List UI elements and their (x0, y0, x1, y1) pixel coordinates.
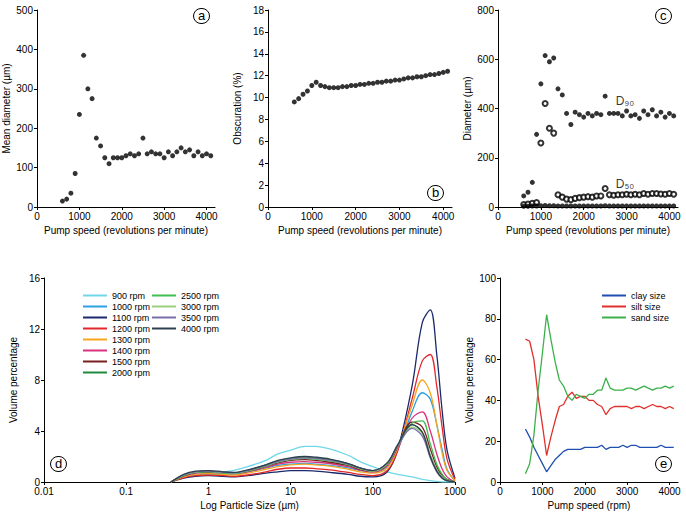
svg-text:Obscuration (%): Obscuration (%) (232, 72, 243, 144)
svg-text:3000: 3000 (616, 486, 639, 497)
svg-text:a: a (198, 8, 206, 23)
svg-text:silt size: silt size (631, 302, 661, 312)
svg-text:4000: 4000 (658, 486, 681, 497)
svg-text:1100 rpm: 1100 rpm (112, 313, 149, 323)
svg-text:2000: 2000 (573, 211, 596, 222)
svg-text:D₉₀: D₉₀ (616, 94, 634, 108)
svg-text:3000: 3000 (153, 211, 176, 222)
svg-text:500: 500 (16, 5, 33, 16)
svg-text:0: 0 (265, 211, 271, 222)
svg-text:1000: 1000 (531, 486, 554, 497)
svg-text:12: 12 (29, 324, 41, 335)
svg-text:Diameter (µm): Diameter (µm) (462, 76, 473, 140)
svg-text:Pump speed (revolutions per mi: Pump speed (revolutions per minute) (278, 225, 442, 236)
svg-text:0: 0 (495, 211, 501, 222)
svg-text:2500 rpm: 2500 rpm (181, 291, 219, 301)
svg-text:100: 100 (364, 486, 381, 497)
svg-text:3000: 3000 (388, 211, 411, 222)
svg-text:12: 12 (253, 70, 265, 81)
svg-text:100: 100 (16, 162, 33, 173)
svg-text:60: 60 (485, 354, 497, 365)
svg-text:Pump speed (revolutions per mi: Pump speed (revolutions per minute) (506, 225, 670, 236)
svg-text:600: 600 (477, 54, 494, 65)
svg-text:1200 rpm: 1200 rpm (112, 324, 150, 334)
svg-text:2000: 2000 (344, 211, 367, 222)
svg-text:80: 80 (485, 313, 497, 324)
svg-text:14: 14 (253, 48, 265, 59)
svg-text:8: 8 (34, 375, 40, 386)
svg-text:1400 rpm: 1400 rpm (112, 346, 150, 356)
svg-text:100: 100 (479, 273, 496, 284)
svg-text:Pump speed (rpm): Pump speed (rpm) (548, 500, 631, 511)
svg-text:0: 0 (488, 202, 494, 213)
svg-text:Pump speed (revolutions per mi: Pump speed (revolutions per minute) (44, 225, 208, 236)
svg-text:0: 0 (258, 202, 264, 213)
svg-text:sand size: sand size (631, 313, 669, 323)
svg-text:1000: 1000 (530, 211, 553, 222)
svg-text:d: d (55, 456, 62, 471)
svg-text:c: c (660, 8, 667, 23)
svg-text:6: 6 (258, 136, 264, 147)
svg-text:16: 16 (253, 26, 265, 37)
svg-text:18: 18 (253, 5, 265, 16)
svg-text:1000: 1000 (301, 211, 324, 222)
svg-text:1: 1 (206, 486, 212, 497)
svg-text:3000: 3000 (615, 211, 638, 222)
svg-text:2: 2 (258, 180, 264, 191)
svg-text:0: 0 (490, 477, 496, 488)
svg-text:200: 200 (16, 123, 33, 134)
svg-text:4000: 4000 (432, 211, 455, 222)
svg-text:D₅₀: D₅₀ (616, 177, 635, 191)
svg-text:Log Particle Size (µm): Log Particle Size (µm) (200, 500, 299, 511)
svg-text:400: 400 (477, 103, 494, 114)
svg-text:Volume percentage: Volume percentage (8, 336, 19, 423)
svg-text:0: 0 (27, 202, 33, 213)
svg-text:4000: 4000 (658, 211, 681, 222)
svg-text:4: 4 (34, 426, 40, 437)
svg-text:800: 800 (477, 5, 494, 16)
svg-text:1000: 1000 (68, 211, 91, 222)
svg-text:400: 400 (16, 44, 33, 55)
svg-text:2000: 2000 (111, 211, 134, 222)
svg-text:0: 0 (34, 476, 40, 488)
svg-text:clay size: clay size (631, 291, 666, 301)
svg-text:1000 rpm: 1000 rpm (112, 302, 150, 312)
svg-text:1000: 1000 (444, 486, 467, 497)
svg-text:1500 rpm: 1500 rpm (112, 357, 150, 367)
svg-text:e: e (660, 456, 667, 471)
svg-text:4000 rpm: 4000 rpm (181, 324, 219, 334)
svg-text:b: b (432, 185, 439, 200)
svg-text:16: 16 (29, 273, 41, 284)
svg-text:900 rpm: 900 rpm (112, 291, 145, 301)
svg-text:20: 20 (485, 436, 497, 447)
svg-text:0.01: 0.01 (34, 486, 54, 497)
svg-text:200: 200 (477, 152, 494, 163)
svg-text:0.1: 0.1 (119, 486, 133, 497)
svg-text:8: 8 (258, 114, 264, 125)
svg-text:40: 40 (485, 395, 497, 406)
svg-text:0: 0 (34, 211, 40, 222)
svg-text:4: 4 (258, 158, 264, 169)
svg-text:3000 rpm: 3000 rpm (181, 302, 219, 312)
svg-text:1300 rpm: 1300 rpm (112, 335, 150, 345)
svg-text:Volume percentage: Volume percentage (464, 336, 475, 423)
svg-text:10: 10 (253, 92, 265, 103)
svg-text:10: 10 (285, 486, 297, 497)
svg-text:3500 rpm: 3500 rpm (181, 313, 219, 323)
svg-text:Mean diameter (µm): Mean diameter (µm) (1, 63, 12, 153)
svg-text:0: 0 (497, 486, 503, 497)
svg-text:4000: 4000 (195, 211, 218, 222)
svg-text:2000 rpm: 2000 rpm (112, 368, 150, 378)
svg-text:300: 300 (16, 83, 33, 94)
svg-text:2000: 2000 (574, 486, 597, 497)
